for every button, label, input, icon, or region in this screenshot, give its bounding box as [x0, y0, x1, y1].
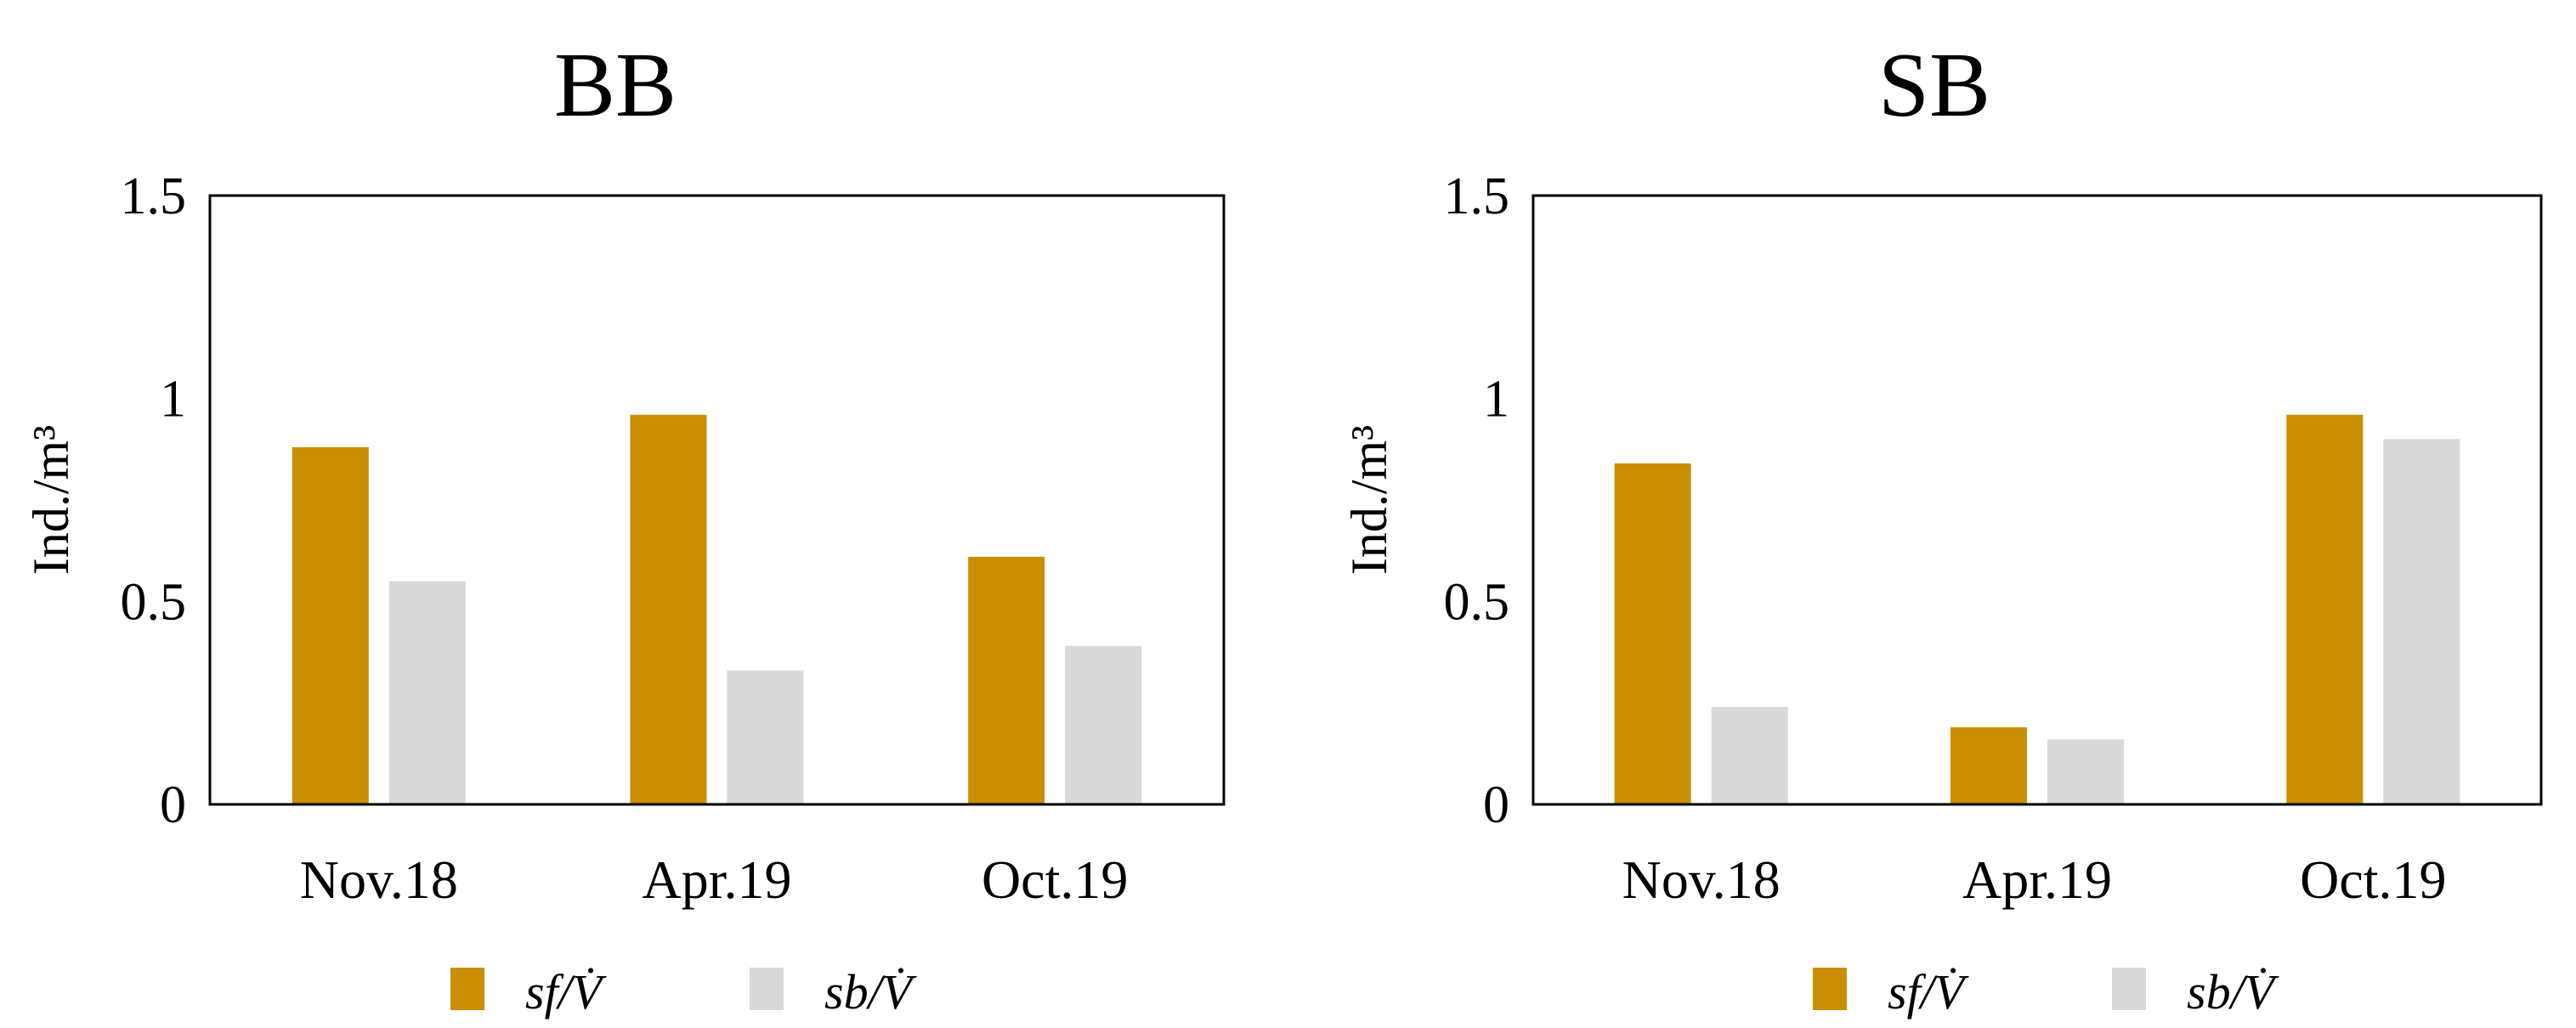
chart-title: BB	[554, 35, 677, 136]
bar-oct19-series1	[968, 556, 1045, 804]
y-tick-label: 1	[1483, 371, 1509, 429]
legend-label-series1: sf/V̇	[525, 964, 608, 1019]
y-tick-label: 0.5	[121, 573, 187, 631]
legend-swatch-series1	[450, 968, 484, 1010]
y-tick-label: 1.5	[1444, 168, 1510, 225]
bar-oct19-series2	[1065, 645, 1142, 804]
bar-nov18-series2	[388, 581, 466, 804]
bar-chart-sb: SB 0 0.5 1 1.5 Ind./m³ Nov.18 Apr.19 Oct.19 sf/V̇…	[1288, 0, 2576, 1028]
bar-nov18-series1	[1614, 463, 1691, 804]
x-category-label: Oct.19	[2300, 849, 2446, 910]
y-tick-label: 1	[160, 371, 186, 429]
bar-oct19-series2	[2383, 439, 2460, 804]
y-tick-label: 0	[160, 776, 186, 834]
x-category-label: Nov.18	[300, 849, 458, 910]
x-category-label: Nov.18	[1622, 849, 1781, 910]
x-category-label: Apr.19	[1962, 849, 2112, 910]
chart-canvas-bb: BB 0 0.5 1 1.5 Ind./m³ Nov.18 Apr.19 Oct.19 sf/V̇…	[23, 35, 1226, 1019]
legend-label-series1: sf/V̇	[1888, 964, 1970, 1019]
y-tick-label: 1.5	[121, 168, 187, 225]
y-tick-label: 0	[1483, 776, 1509, 834]
bar-apr19-series2	[727, 670, 804, 804]
y-tick-label: 0.5	[1444, 573, 1510, 631]
chart-canvas-sb: SB 0 0.5 1 1.5 Ind./m³ Nov.18 Apr.19 Oct.19 sf/V̇…	[1341, 35, 2543, 1019]
plot-frame	[208, 194, 1226, 806]
legend-label-series2: sb/V̇	[2187, 964, 2280, 1019]
bar-apr19-series1	[1950, 727, 2027, 804]
bar-apr19-series1	[630, 414, 707, 804]
bar-chart-bb: BB 0 0.5 1 1.5 Ind./m³ Nov.18 Apr.19 Oct.19 sf/V̇…	[23, 35, 1226, 1019]
y-axis-label: Ind./m³	[23, 425, 79, 575]
x-category-label: Oct.19	[982, 849, 1128, 910]
legend-swatch-series2	[2112, 968, 2146, 1010]
bar-nov18-series1	[292, 446, 369, 804]
plot-frame	[1531, 194, 2543, 806]
bar-apr19-series2	[2047, 739, 2124, 804]
y-axis-label: Ind./m³	[1341, 425, 1397, 575]
bar-nov18-series2	[1711, 707, 1788, 804]
x-category-label: Apr.19	[643, 849, 792, 910]
legend-swatch-series1	[1813, 968, 1847, 1010]
legend-swatch-series2	[750, 968, 784, 1010]
legend-label-series2: sb/V̇	[824, 964, 918, 1019]
bar-oct19-series1	[2286, 414, 2364, 804]
chart-title: SB	[1878, 35, 1990, 136]
